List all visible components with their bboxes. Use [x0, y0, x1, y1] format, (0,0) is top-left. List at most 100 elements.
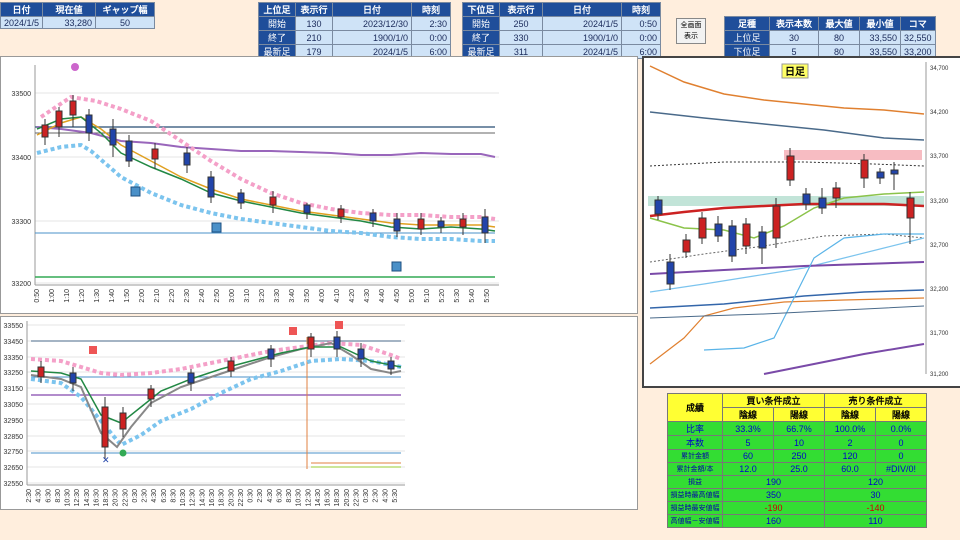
daily-ma-line: [649, 65, 925, 115]
upper-band-dots: [30, 340, 402, 378]
buy-signal-icon[interactable]: [335, 321, 343, 329]
lower-cell[interactable]: 2024/1/5: [542, 16, 622, 31]
foot-cell: 33,550: [859, 44, 901, 59]
x-tick-label: 10:30: [180, 489, 187, 507]
y-tick-label: 32950: [4, 418, 24, 425]
lower-header: 日付: [542, 2, 622, 17]
lower-cell[interactable]: 0:50: [621, 16, 661, 31]
upper-cell[interactable]: 179: [295, 44, 333, 59]
row-label: 損益時最安値幅: [667, 501, 723, 515]
x-tick-label: 22:30: [122, 489, 129, 507]
sell-cell: 120: [824, 475, 927, 489]
fullscreen-button[interactable]: 全画面 表示: [676, 18, 706, 44]
cross-marker-icon[interactable]: ✕: [102, 456, 110, 466]
lower-cell[interactable]: 250: [499, 16, 543, 31]
ma-short-line: [36, 116, 496, 228]
upper-cell[interactable]: 130: [295, 16, 333, 31]
x-tick-label: 6:30: [45, 489, 52, 503]
upper-cell[interactable]: 210: [295, 30, 333, 45]
ma-long-line: [36, 126, 496, 158]
upper-candlestick-chart[interactable]: 33500 33400 33300 33200 0:50 1:00 1:10 1:20…: [0, 56, 638, 314]
upper-band-dots: [39, 94, 496, 221]
lower-cell[interactable]: 6:00: [621, 44, 661, 59]
x-tick-label: 4:30: [151, 489, 158, 503]
daily-y-tick: 32,200: [930, 287, 949, 293]
lower-cell[interactable]: 1900/1/0: [542, 30, 622, 45]
lower-band-dots: [36, 142, 495, 243]
x-tick-label: 14:30: [84, 489, 91, 507]
lower-cell[interactable]: 330: [499, 30, 543, 45]
daily-y-tick: 32,700: [930, 243, 949, 249]
buy-signal-icon[interactable]: [289, 327, 297, 335]
upper-cell[interactable]: 1900/1/0: [332, 30, 412, 45]
cell: 25.0: [773, 462, 825, 476]
daily-ma-red-line: [649, 202, 925, 218]
x-tick-label: 5:40: [469, 289, 476, 303]
performance-title: 成績: [667, 393, 723, 422]
daily-y-tick: 33,200: [930, 199, 949, 205]
lower-grid: [27, 324, 405, 484]
foot-header: 最大値: [818, 16, 860, 31]
foot-header: 表示本数: [769, 16, 819, 31]
foot-cell[interactable]: 30: [769, 30, 819, 45]
y-tick-label: 32850: [4, 434, 24, 441]
sell-cell: -140: [824, 501, 927, 515]
x-tick-label: 5:50: [484, 289, 491, 303]
daily-chart[interactable]: 日足 34,700 34,200 33,700 33,200 32,700: [642, 56, 960, 388]
lower-range-table: 下位足 表示行 日付 時刻 開始 250 2024/1/5 0:50 終了 330 190…: [462, 2, 661, 59]
x-tick-label: 5:20: [439, 289, 446, 303]
x-tick-label: 8:30: [170, 489, 177, 503]
cell: 66.7%: [773, 421, 825, 436]
resistance-zone: [784, 150, 922, 160]
signal-marker-icon[interactable]: [130, 186, 141, 197]
daily-ma-purple-line: [763, 343, 925, 375]
lower-candlestick-chart[interactable]: ✕ 33550 33450 33350 33250 33150 33050 32…: [0, 316, 638, 510]
lower-row-label: 開始: [462, 16, 500, 31]
x-tick-label: 12:30: [305, 489, 312, 507]
daily-band-line: [649, 161, 925, 167]
buy-cell: -190: [722, 501, 825, 515]
lower-header: 時刻: [621, 2, 661, 17]
row-label: 本数: [667, 435, 723, 450]
lower-band-dots: [30, 356, 402, 448]
y-tick-label: 32750: [4, 449, 24, 456]
x-tick-label: 4:10: [334, 289, 341, 303]
foot-cell[interactable]: 80: [818, 30, 860, 45]
cell: 10: [773, 435, 825, 450]
entry-dot-icon[interactable]: [119, 449, 127, 457]
ma-mid-line: [36, 116, 496, 232]
support-zone: [648, 196, 924, 206]
sell-marker-icon[interactable]: [71, 63, 79, 71]
x-tick-label: 1:20: [79, 289, 86, 303]
buy-signal-icon[interactable]: [89, 346, 97, 354]
sub-header: 陽線: [875, 407, 927, 422]
cell: 60: [722, 449, 774, 463]
lower-cell[interactable]: 311: [499, 44, 543, 59]
signal-marker-icon[interactable]: [211, 222, 222, 233]
cell: 100.0%: [824, 421, 876, 436]
upper-cell[interactable]: 2023/12/30: [332, 16, 412, 31]
x-tick-label: 8:30: [55, 489, 62, 503]
row-label: 累計金額: [667, 449, 723, 463]
signal-marker-icon[interactable]: [391, 261, 402, 272]
cell: 0: [875, 449, 927, 463]
x-tick-label: 5:30: [454, 289, 461, 303]
row-label: 高値幅－安値幅: [667, 514, 723, 528]
foot-cell[interactable]: 80: [818, 44, 860, 59]
ma-line: [30, 341, 402, 449]
x-tick-label: 2:40: [199, 289, 206, 303]
upper-cell[interactable]: 2:30: [411, 16, 451, 31]
foot-row-label: 上位足: [724, 30, 770, 45]
cell: #DIV/0!: [875, 462, 927, 476]
upper-header: 表示行: [295, 2, 333, 17]
lower-header: 下位足: [462, 2, 500, 17]
lower-cell[interactable]: 0:00: [621, 30, 661, 45]
x-tick-label: 0:30: [248, 489, 255, 503]
upper-y-ticks: 33500 33400 33300 33200: [12, 91, 32, 288]
lower-row-label: 終了: [462, 30, 500, 45]
cell: 5: [722, 435, 774, 450]
upper-cell[interactable]: 0:00: [411, 30, 451, 45]
foot-cell: 33,550: [859, 30, 901, 45]
x-tick-label: 5:30: [392, 489, 399, 503]
upper-row-label: 最新足: [258, 44, 296, 59]
